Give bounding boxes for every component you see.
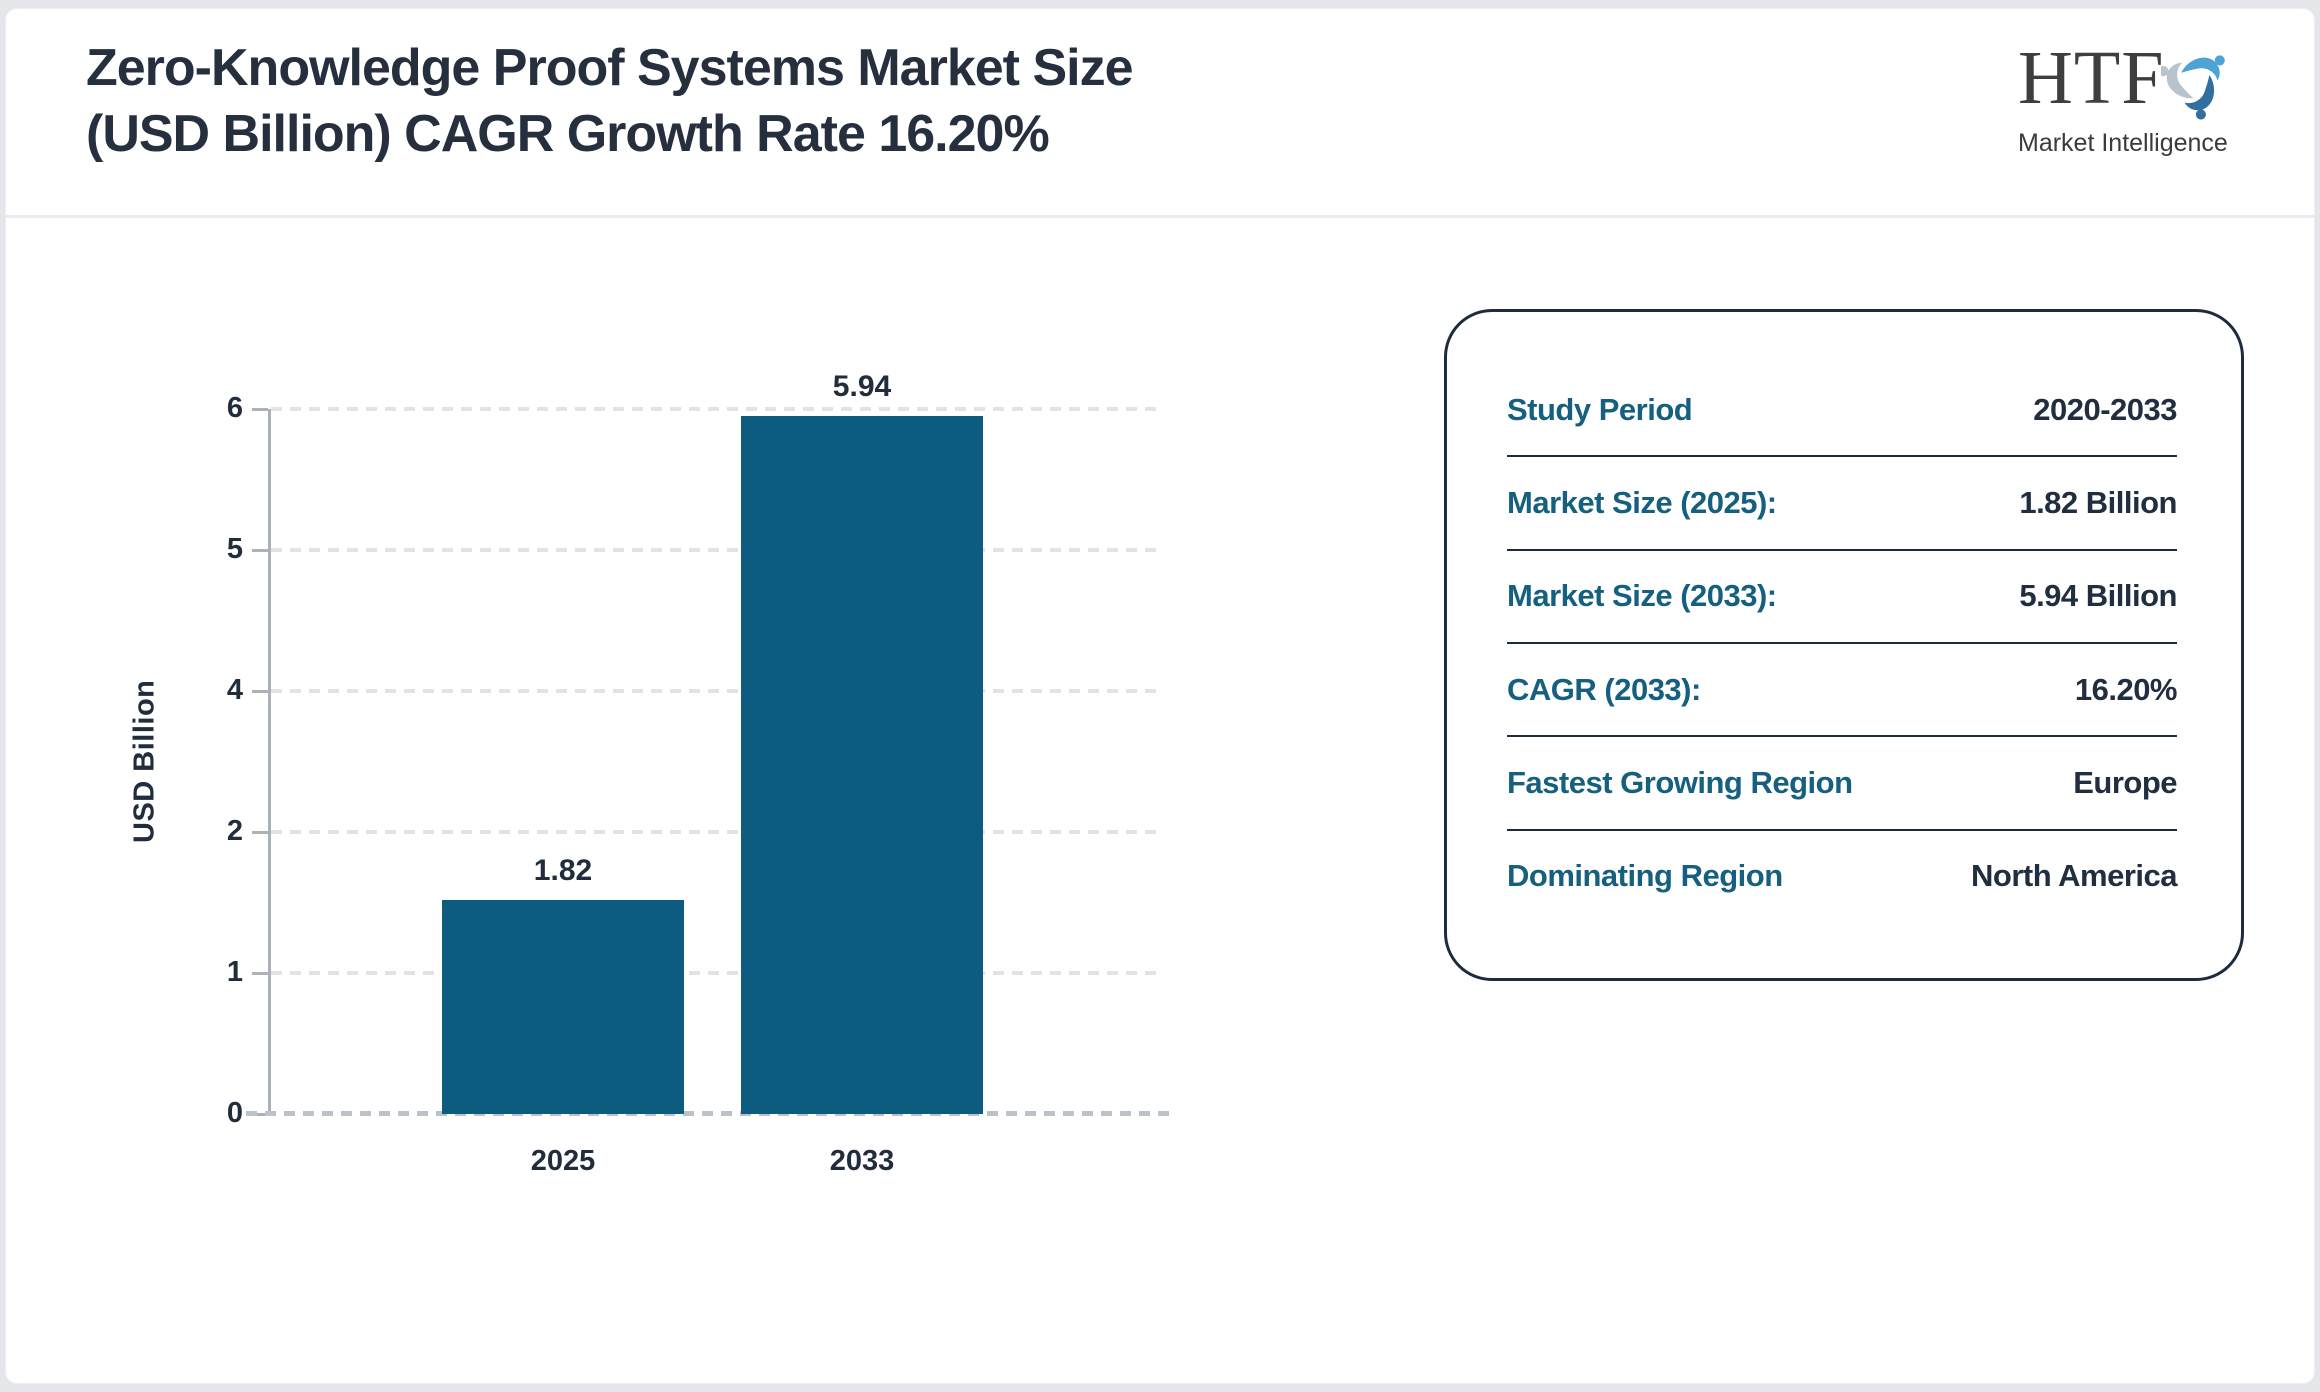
- gridline: [271, 689, 1164, 693]
- info-value: 1.82 Billion: [2019, 484, 2177, 520]
- logo-acronym: HTF: [2018, 36, 2165, 120]
- bar-2025: [442, 900, 684, 1114]
- info-label: Dominating Region: [1507, 858, 1783, 894]
- y-tick-label: 4: [226, 674, 243, 706]
- logo-swirl-icon: [2160, 49, 2228, 122]
- y-axis-title: USD Billion: [128, 679, 161, 844]
- info-value: 16.20%: [2074, 671, 2178, 707]
- info-value: 5.94 Billion: [2019, 578, 2177, 614]
- page-title-line2: (USD Billion) CAGR Growth Rate 16.20%: [86, 105, 1050, 163]
- x-axis-baseline: [246, 1111, 1169, 1116]
- info-label: Market Size (2025):: [1507, 484, 1777, 520]
- gridline: [271, 830, 1164, 834]
- y-tick-label: 5: [226, 533, 243, 565]
- info-value: Europe: [2073, 764, 2177, 800]
- y-axis-tick: [252, 831, 268, 834]
- info-row-study-period: Study Period 2020-2033: [1507, 364, 2177, 455]
- bar-chart-plot-area: 6 5 4 2 1 0 1.82 2025 5.94 2033: [227, 370, 1169, 1177]
- info-row-cagr: CAGR (2033): 16.20%: [1507, 641, 2178, 735]
- info-label: CAGR (2033):: [1507, 671, 1701, 707]
- page-title: Zero-Knowledge Proof Systems Market Size…: [86, 35, 1133, 167]
- gridline: [271, 548, 1164, 552]
- info-row-market-size-2025: Market Size (2025): 1.82 Billion: [1507, 455, 2177, 548]
- y-tick-label: 1: [226, 956, 243, 988]
- info-row-market-size-2033: Market Size (2033): 5.94 Billion: [1507, 548, 2177, 642]
- y-tick-label: 6: [226, 392, 243, 424]
- bar-value-label: 1.82: [533, 854, 593, 887]
- y-axis-tick: [252, 549, 268, 552]
- logo-subtitle: Market Intelligence: [2018, 129, 2228, 157]
- y-tick-label: 2: [226, 815, 243, 847]
- header-divider: [6, 215, 2314, 218]
- info-value: North America: [1971, 858, 2177, 894]
- info-label: Market Size (2033):: [1507, 578, 1777, 614]
- info-panel: Study Period 2020-2033 Market Size (2025…: [1444, 309, 2244, 981]
- bar-value-label: 5.94: [832, 370, 892, 403]
- info-value: 2020-2033: [2033, 391, 2177, 427]
- y-axis-tick: [252, 408, 268, 411]
- y-axis-tick: [252, 690, 268, 693]
- x-tick-label: 2025: [530, 1145, 596, 1177]
- htf-logo: HTF Market Intelligence: [2018, 37, 2228, 158]
- info-row-dominating-region: Dominating Region North America: [1507, 828, 2177, 922]
- report-card: Zero-Knowledge Proof Systems Market Size…: [5, 8, 2315, 1384]
- info-label: Study Period: [1507, 391, 1693, 427]
- x-tick-label: 2033: [829, 1145, 895, 1177]
- info-row-fastest-growing-region: Fastest Growing Region Europe: [1507, 735, 2177, 828]
- bar-2033: [741, 416, 983, 1114]
- gridline: [271, 971, 1164, 975]
- gridline: [271, 407, 1164, 411]
- info-label: Fastest Growing Region: [1507, 764, 1853, 800]
- y-axis-tick: [252, 972, 268, 975]
- page-title-line1: Zero-Knowledge Proof Systems Market Size: [86, 39, 1133, 97]
- y-tick-label: 0: [226, 1097, 243, 1129]
